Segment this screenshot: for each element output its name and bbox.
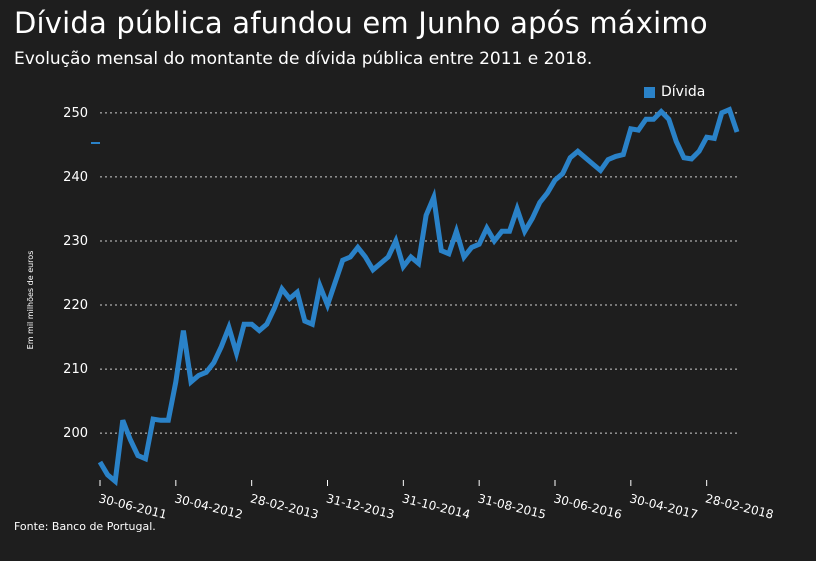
- x-tick-label: 31-08-2015: [476, 491, 547, 521]
- x-tick-label: 28-02-2018: [704, 491, 775, 521]
- series-layer: [97, 106, 740, 487]
- y-axis-marker: [91, 142, 100, 144]
- legend-label: Dívida: [661, 84, 706, 100]
- y-tick-label: 250: [63, 106, 88, 121]
- y-axis-title: Em mil milhões de euros: [26, 251, 35, 350]
- chart-title: Dívida pública afundou em Junho após máx…: [14, 6, 708, 40]
- x-tick-label: 28-02-2013: [249, 491, 320, 521]
- x-tick-label: 30-04-2012: [173, 491, 244, 521]
- y-tick-label: 220: [63, 298, 88, 313]
- series-line-divida: [97, 106, 740, 487]
- x-tick-label: 30-04-2017: [628, 491, 699, 521]
- x-axis-ticks: 30-06-2011 30-04-2012 28-02-2013 31-12-2013…: [97, 480, 775, 522]
- x-tick-label: 31-12-2013: [325, 491, 396, 521]
- chart-subtitle: Evolução mensal do montante de dívida pú…: [14, 49, 593, 69]
- legend-swatch: [644, 86, 655, 98]
- y-tick-label: 200: [63, 426, 88, 441]
- x-tick-label: 30-06-2016: [552, 491, 623, 521]
- y-tick-label: 240: [63, 170, 88, 185]
- source-note: Fonte: Banco de Portugal.: [14, 520, 156, 533]
- x-tick-label: 30-06-2011: [97, 491, 168, 521]
- y-axis-ticks: 200 210 220 230 240 250: [63, 106, 88, 441]
- x-tick-label: 31-10-2014: [401, 491, 472, 521]
- y-tick-label: 210: [63, 362, 88, 377]
- gridlines: [100, 112, 738, 434]
- y-tick-label: 230: [63, 234, 88, 249]
- legend: Dívida: [644, 84, 705, 100]
